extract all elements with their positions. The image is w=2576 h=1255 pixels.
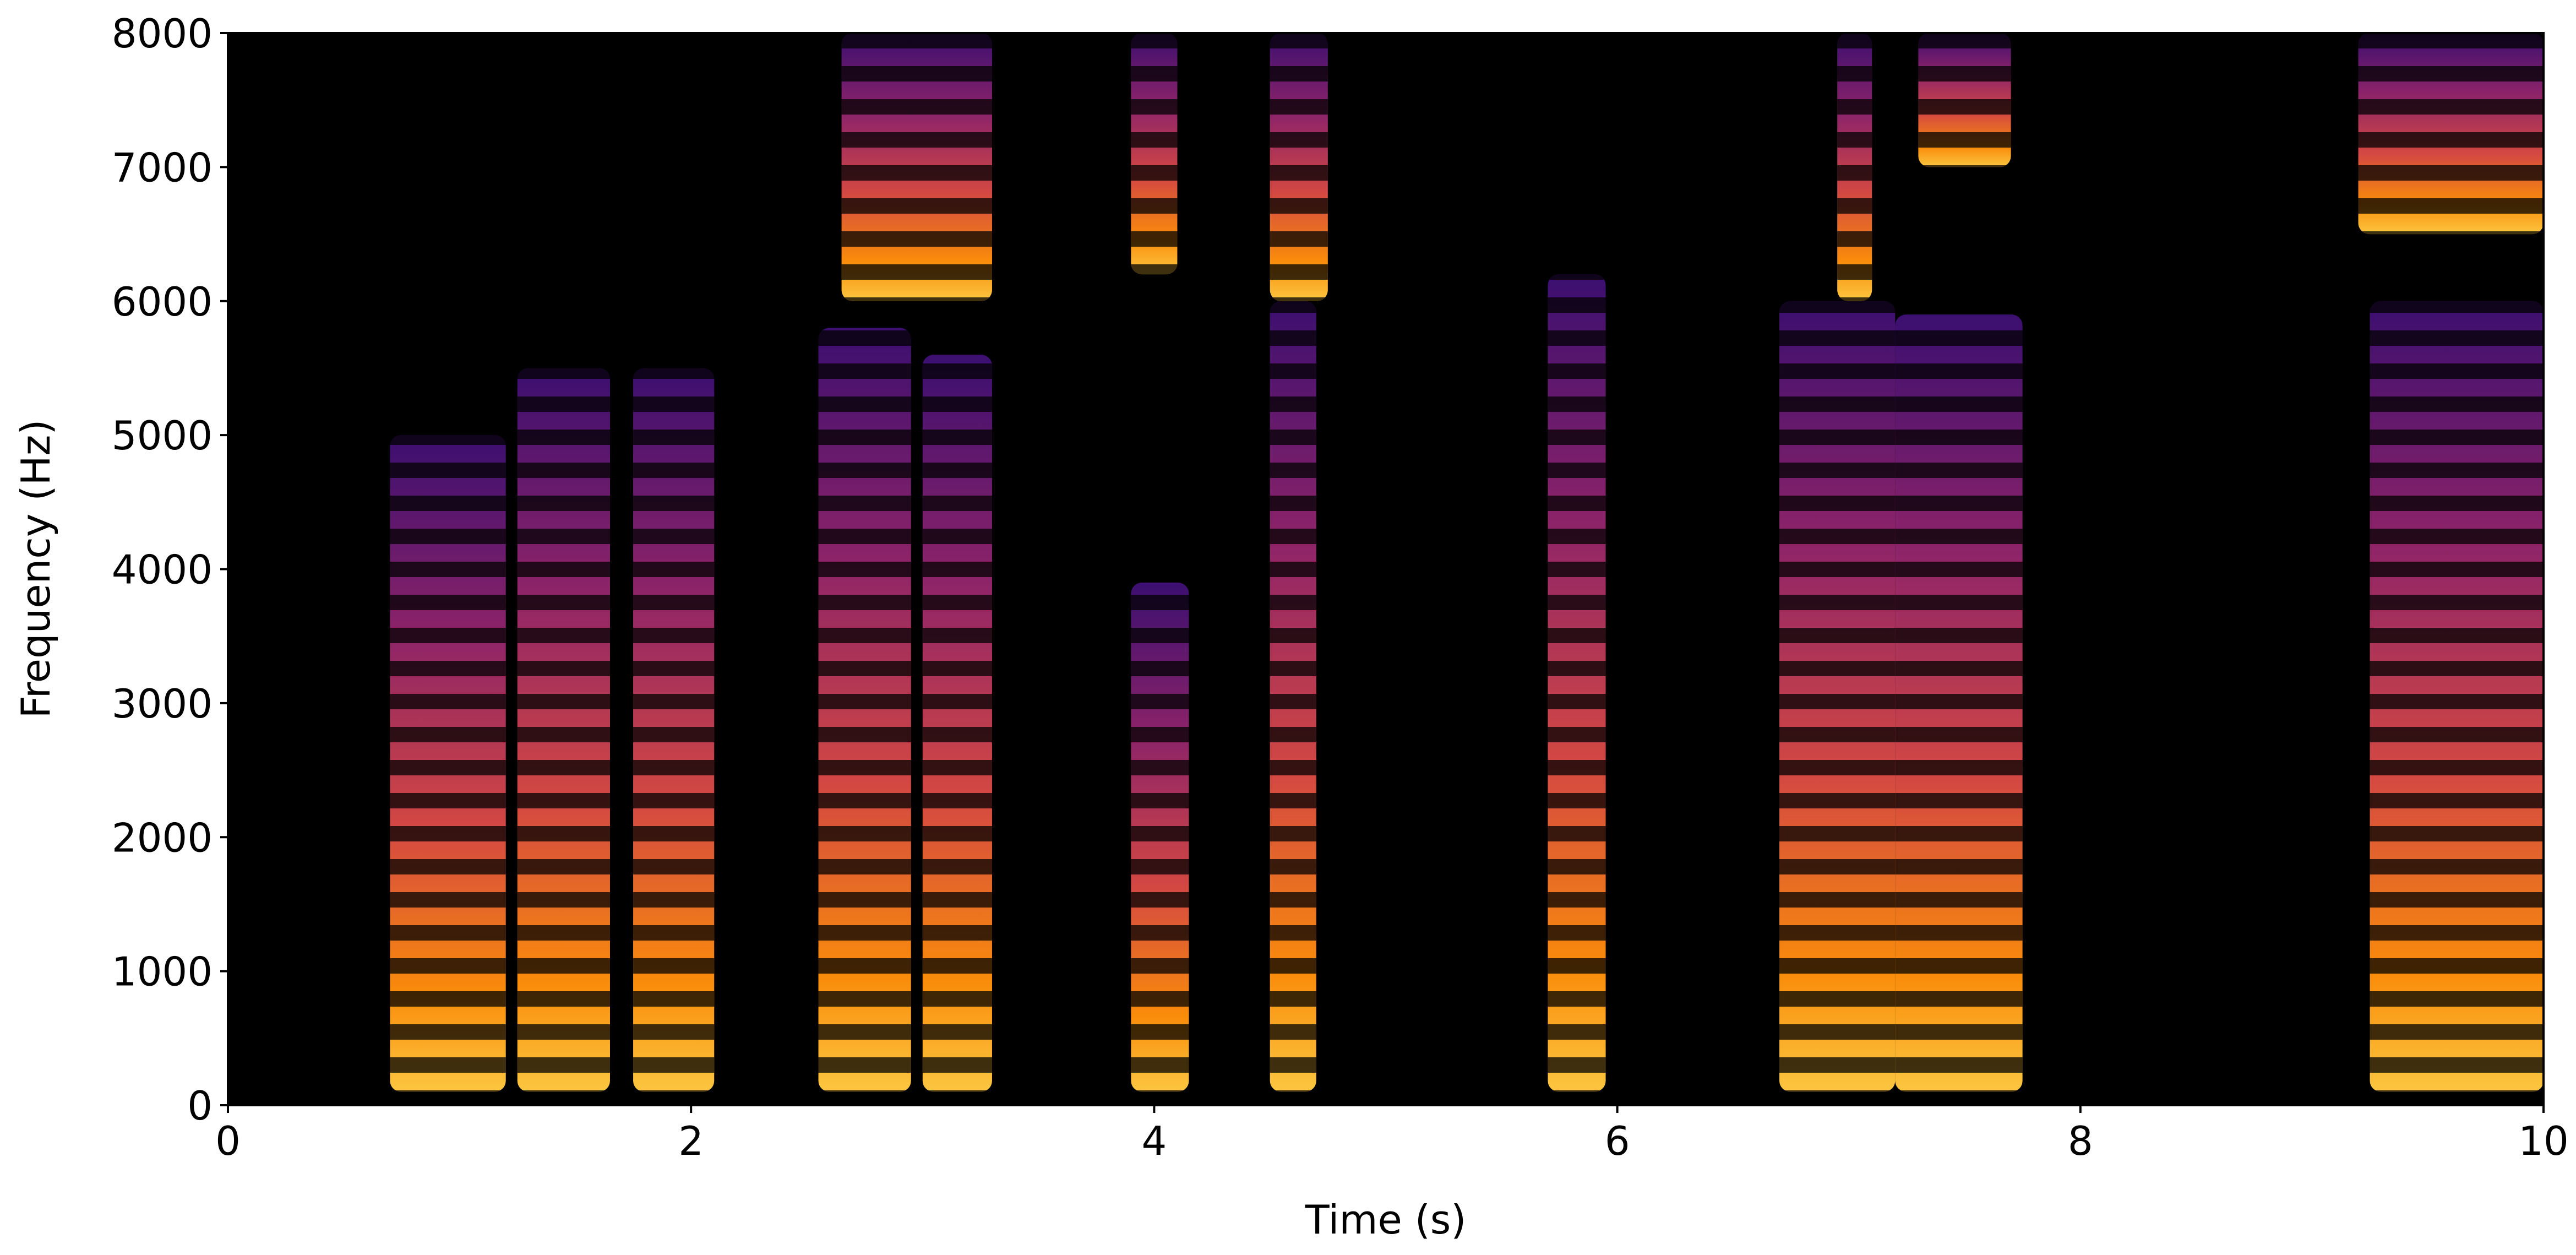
harmonic-overlay	[841, 33, 992, 301]
y-tick-label: 6000	[112, 279, 213, 325]
plot-background	[228, 33, 2544, 1105]
harmonic-overlay	[2358, 33, 2544, 235]
y-tick-label: 7000	[112, 144, 213, 191]
harmonic-overlay	[1895, 314, 2023, 1092]
y-tick-label: 0	[187, 1083, 213, 1129]
y-tick-label: 4000	[112, 547, 213, 593]
harmonic-overlay	[1837, 33, 1872, 301]
x-tick-label: 6	[1605, 1118, 1630, 1164]
y-tick-label: 1000	[112, 949, 213, 995]
x-tick-label: 4	[1141, 1118, 1167, 1164]
y-tick-label: 8000	[112, 10, 213, 57]
harmonic-overlay	[1270, 301, 1316, 1092]
harmonic-overlay	[1131, 582, 1189, 1092]
harmonic-overlay	[2370, 301, 2544, 1092]
harmonic-overlay	[818, 328, 911, 1092]
x-tick-label: 8	[2068, 1118, 2093, 1164]
y-axis-label: Frequency (Hz)	[13, 420, 59, 719]
harmonic-overlay	[633, 368, 715, 1092]
harmonic-overlay	[922, 355, 992, 1092]
harmonic-overlay	[1779, 301, 1896, 1092]
x-axis-label: Time (s)	[1305, 1197, 1467, 1243]
harmonic-overlay	[1270, 33, 1328, 301]
harmonic-overlay	[390, 435, 506, 1092]
y-tick-label: 5000	[112, 412, 213, 459]
harmonic-overlay	[1548, 274, 1606, 1092]
harmonic-overlay	[517, 368, 610, 1092]
x-tick-label: 10	[2518, 1118, 2569, 1164]
y-tick-label: 2000	[112, 814, 213, 861]
marks	[390, 33, 2544, 1092]
x-tick-label: 0	[215, 1118, 241, 1164]
harmonic-overlay	[1131, 33, 1178, 275]
harmonic-overlay	[1918, 33, 2011, 167]
y-tick-label: 3000	[112, 681, 213, 727]
x-tick-label: 2	[678, 1118, 704, 1164]
